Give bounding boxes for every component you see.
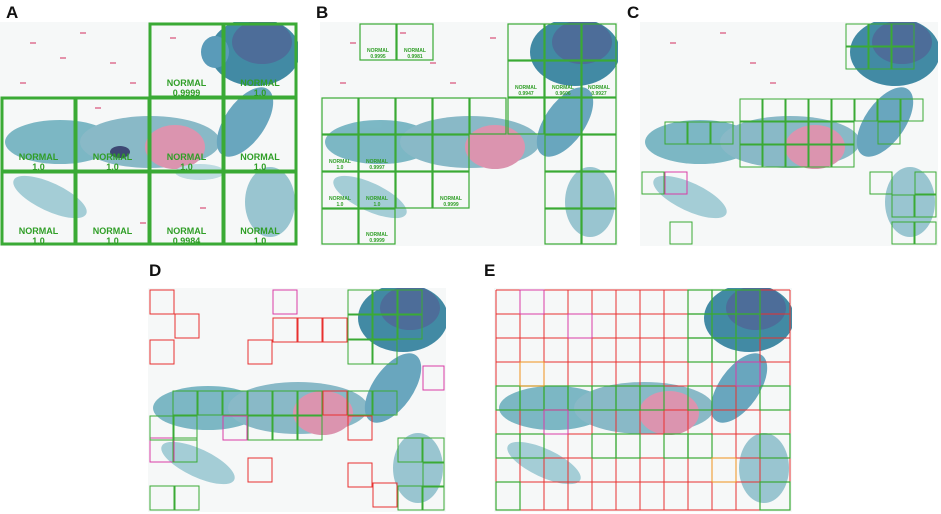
grade2-tiles — [149, 289, 445, 463]
tile-label: NORMAL 0.9997 — [366, 159, 388, 171]
grade-tile — [664, 171, 688, 195]
tile-label: NORMAL 0.9999 — [440, 196, 462, 208]
tile-label: NORMAL 1.0 — [240, 226, 280, 246]
panel-label-d: D — [149, 261, 162, 280]
tile-label: NORMAL 0.9999 — [366, 232, 388, 244]
tile-label: NORMAL 0.9995 — [367, 48, 389, 60]
tile-label: NORMAL 0.9981 — [404, 48, 426, 60]
tile-label: NORMAL 1.0 — [92, 152, 133, 172]
tile-label: NORMAL 0.9999 — [166, 78, 207, 98]
panel-b: NORMAL 0.9995 NORMAL 0.9981 NORMAL 0.9947 N… — [320, 22, 618, 246]
tile-grid — [0, 22, 298, 246]
panel-label-c: C — [627, 3, 640, 22]
panel-d-image — [148, 288, 446, 512]
tile-label: NORMAL 0.9927 — [588, 85, 610, 97]
tile-label: NORMAL 1.0 — [18, 226, 59, 246]
tile-label: NORMAL 1.0 — [240, 152, 280, 172]
tile-label: NORMAL 0.9984 — [166, 226, 207, 246]
tile-label: NORMAL 1.0 — [329, 196, 351, 208]
tile-label: NORMAL 1.0 — [166, 152, 207, 172]
tile-grid — [321, 23, 617, 245]
tile-label: NORMAL 1.0 — [366, 196, 388, 208]
panel-a: NORMAL 0.9999 NORMAL 1.0 NORMAL 1.0 NORMAL 1… — [0, 22, 298, 246]
panel-label-b: B — [316, 3, 329, 22]
tile-label: NORMAL 0.9606 — [552, 85, 574, 97]
panel-d — [148, 288, 446, 512]
panel-e — [494, 288, 792, 512]
tile-label: NORMAL 1.0 — [92, 226, 133, 246]
grade-tiles — [149, 289, 398, 508]
scattered-cells — [20, 32, 206, 224]
panel-e-image — [494, 288, 792, 512]
tile-label: NORMAL 1.0 — [240, 78, 280, 98]
normal-tiles — [149, 289, 445, 511]
tile-label: NORMAL 1.0 — [329, 159, 351, 171]
tile-grid — [641, 23, 937, 245]
tile-label: NORMAL 0.9947 — [515, 85, 537, 97]
panel-c-image — [640, 22, 938, 246]
tile-label: NORMAL 1.0 — [18, 152, 59, 172]
grade2-tiles — [519, 289, 761, 435]
panel-label-e: E — [484, 261, 496, 280]
panel-c — [640, 22, 938, 246]
panel-label-a: A — [6, 3, 19, 22]
orange-tiles — [519, 361, 737, 483]
normal-tiles — [495, 289, 791, 511]
panel-a-image — [0, 22, 298, 246]
panel-b-image — [320, 22, 618, 246]
